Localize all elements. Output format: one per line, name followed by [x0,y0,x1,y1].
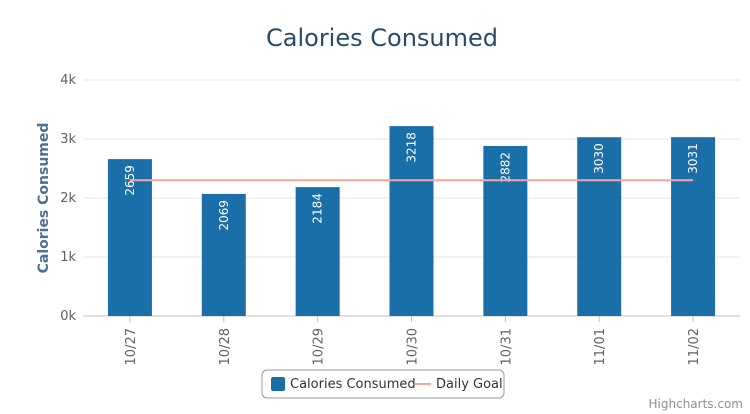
x-tick-label: 10/30 [406,328,421,365]
y-tick-label: 4k [60,73,76,88]
legend-item-bars[interactable]: Calories Consumed [271,377,416,392]
credits-link[interactable]: Highcharts.com [649,397,743,411]
bar [107,159,152,316]
legend-label-goal: Daily Goal [436,377,503,392]
bar [577,137,622,316]
legend-swatch-bars [271,377,285,391]
x-tick-label: 10/27 [124,328,139,365]
bar [295,187,340,316]
data-label: 3031 [686,143,700,174]
data-label: 2184 [311,193,325,224]
chart-title: Calories Consumed [266,24,498,52]
legend: Calories Consumed Daily Goal [261,369,505,399]
bar [389,126,434,316]
x-tick-label: 10/28 [218,328,233,365]
y-axis-label: Calories Consumed [36,123,52,274]
y-tick-label: 3k [60,132,76,147]
bar [483,145,528,316]
legend-box [261,369,505,399]
y-axis-ticks: 0k 1k 2k 3k 4k [60,73,76,324]
data-label: 3218 [405,132,419,163]
legend-label-bars: Calories Consumed [290,377,416,392]
data-label: 2882 [498,152,512,183]
legend-item-goal[interactable]: Daily Goal [415,377,503,392]
bar [671,137,716,316]
data-label: 2069 [217,200,231,231]
y-tick-label: 2k [60,191,76,206]
x-tick-label: 10/29 [312,328,327,365]
bar [201,193,246,316]
x-tick-label: 11/02 [687,328,702,365]
x-tick-label: 10/31 [499,328,514,365]
data-label: 3030 [592,143,606,174]
y-tick-label: 1k [60,250,76,265]
x-axis-ticks: 10/27 10/28 10/29 10/30 10/31 11/01 11/02 [124,316,702,365]
y-tick-label: 0k [60,309,76,324]
x-tick-label: 11/01 [593,328,608,365]
